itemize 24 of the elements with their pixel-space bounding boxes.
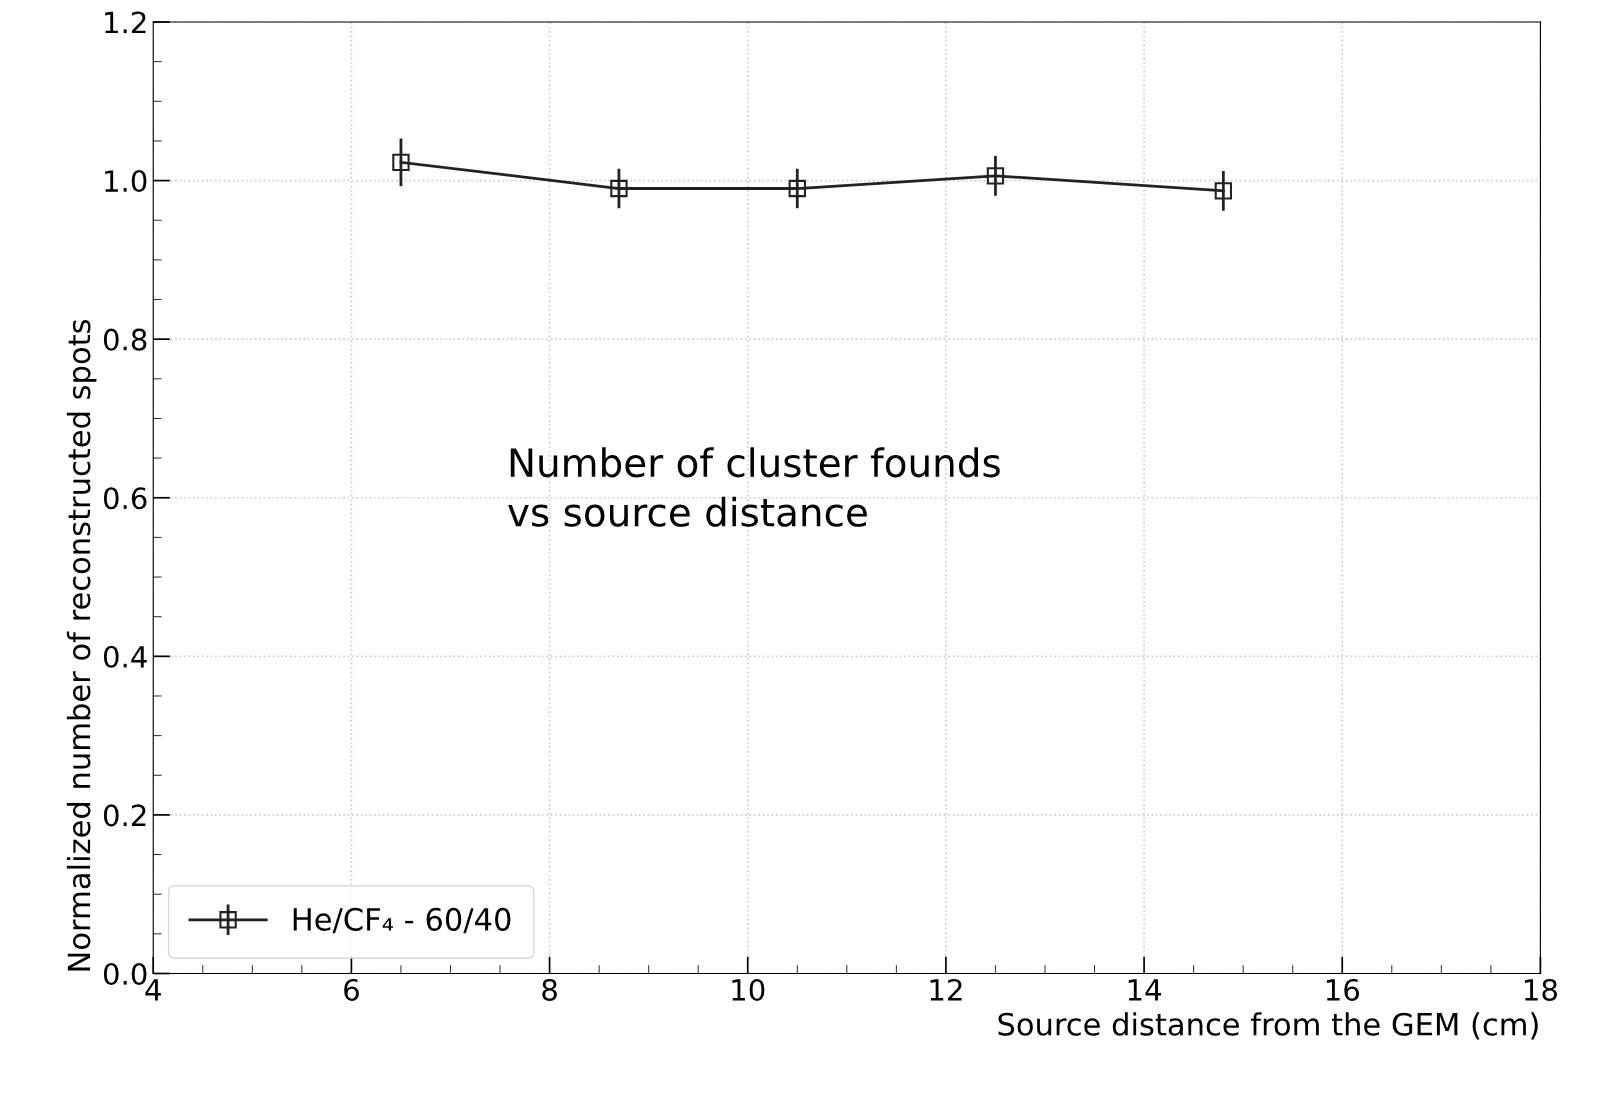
x-tick-label: 10 [732,978,765,1001]
x-tick-label: 6 [344,978,359,1001]
x-tick-label: 4 [145,979,161,1001]
y-tick-label: 0.0 [103,962,147,985]
annotation: Number of cluster founds vs source distance [508,447,1000,527]
x-tick-label: 16 [1326,978,1359,1001]
x-tick-label: 12 [930,978,962,1001]
point [1214,182,1233,200]
y-tick-label: 1.2 [105,11,146,34]
point [788,179,806,198]
x-tick-label: 8 [542,978,557,1001]
y-tick-label: 0.4 [103,645,147,668]
point [986,167,1005,185]
point [392,153,410,172]
y-tick-label: 0.2 [103,804,146,827]
x-axis-title: Source distance from the GEM (cm) [998,1012,1538,1040]
point [610,179,628,198]
legend-label: He/CF₄ - 60/40 [293,907,511,934]
y-tick-label: 0.8 [103,328,147,351]
y-axis-title: Normalized number of reconstructed spots [66,319,97,971]
x-tick-label: 14 [1128,979,1161,1001]
y-tick-label: 0.6 [103,487,147,510]
x-tick-label: 18 [1525,978,1557,1001]
y-tick-label: 1.0 [105,170,147,193]
